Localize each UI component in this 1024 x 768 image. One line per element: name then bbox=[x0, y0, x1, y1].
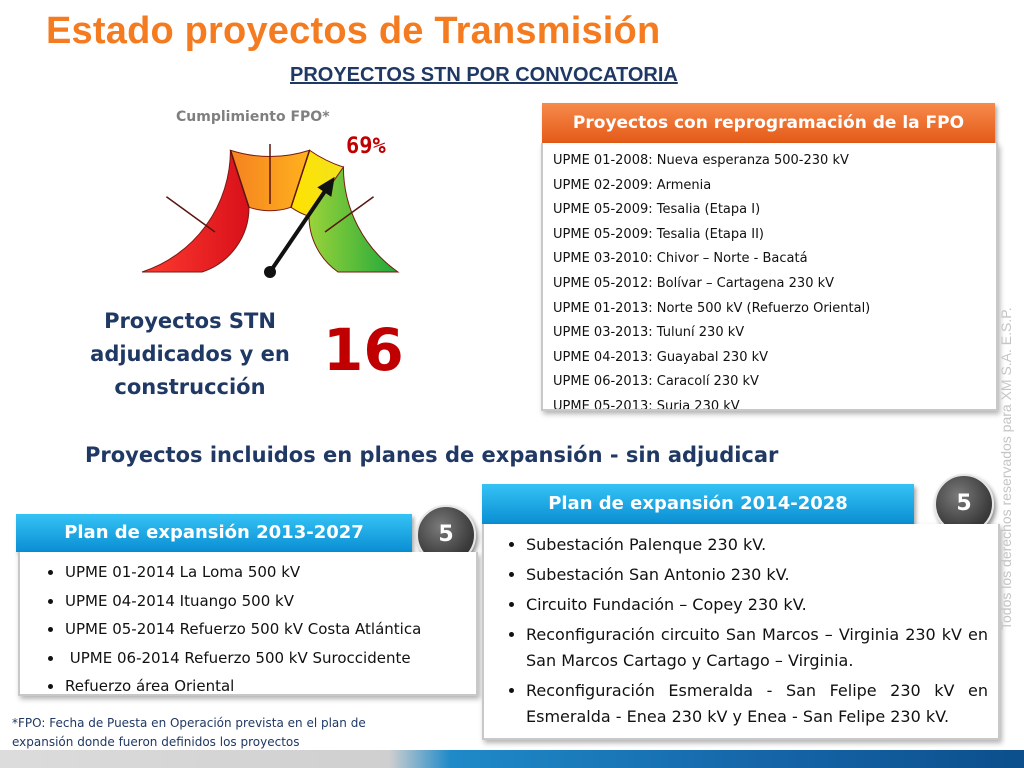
list-item: UPME 01-2008: Nueva esperanza 500-230 kV bbox=[553, 153, 849, 168]
gauge-tick bbox=[324, 196, 374, 233]
reprogramming-header: Proyectos con reprogramación de la FPO bbox=[542, 103, 995, 143]
gauge-tick bbox=[229, 150, 250, 208]
list-item: UPME 01-2013: Norte 500 kV (Refuerzo Ori… bbox=[553, 300, 871, 316]
list-item: UPME 05-2009: Tesalia (Etapa I) bbox=[553, 202, 761, 218]
list-item: Refuerzo área Oriental bbox=[64, 672, 476, 701]
copyright-notice: Todos los derechos reservados para XM S.… bbox=[998, 307, 1014, 630]
footer-bar bbox=[0, 750, 1024, 768]
gauge-label: Cumplimiento FPO* bbox=[176, 109, 330, 125]
gauge-needle bbox=[268, 186, 329, 274]
list-item: UPME 05-2013: Suria 230 kV bbox=[553, 398, 740, 411]
list-item: Circuito Fundación – Copey 230 kV. bbox=[526, 592, 988, 618]
plan-2014-list: Subestación Palenque 230 kV. Subestación… bbox=[482, 524, 1000, 740]
gauge-pivot bbox=[264, 266, 276, 278]
gauge-value: 69% bbox=[346, 134, 386, 159]
stn-projects-count: 16 bbox=[323, 316, 404, 384]
gauge-needle-tip bbox=[317, 176, 335, 197]
stn-projects-label: Proyectos STN adjudicados y en construcc… bbox=[90, 309, 290, 399]
gauge-ticks bbox=[166, 144, 374, 233]
gauge-band bbox=[141, 150, 250, 273]
list-item: Reconfiguración circuito San Marcos – Vi… bbox=[526, 622, 988, 674]
list-item: Subestación San Antonio 230 kV. bbox=[526, 562, 988, 588]
plan-2013-header: Plan de expansión 2013-2027 bbox=[16, 514, 412, 552]
list-item: UPME 03-2010: Chivor – Norte - Bacatá bbox=[553, 251, 808, 267]
list-item: UPME 04-2014 Ituango 500 kV bbox=[64, 587, 476, 616]
list-item: UPME 04-2013: Guayabal 230 kV bbox=[553, 349, 769, 365]
list-item: UPME 05-2012: Bolívar – Cartagena 230 kV bbox=[553, 275, 835, 291]
gauge-tick bbox=[290, 150, 311, 208]
plan-2014-header: Plan de expansión 2014-2028 bbox=[482, 484, 914, 524]
plan-2013-list: UPME 01-2014 La Loma 500 kV UPME 04-2014… bbox=[18, 552, 478, 696]
gauge-tick bbox=[166, 196, 216, 233]
page-title: Estado proyectos de Transmisión bbox=[46, 10, 661, 52]
compliance-gauge bbox=[141, 144, 400, 278]
list-item: Subestación Palenque 230 kV. bbox=[526, 532, 988, 558]
list-item: Reconfiguración Esmeralda - San Felipe 2… bbox=[526, 678, 988, 730]
list-item: UPME 05-2014 Refuerzo 500 kV Costa Atlán… bbox=[64, 615, 476, 644]
list-item: UPME 03-2013: Tuluní 230 kV bbox=[553, 325, 745, 341]
list-item: UPME 06-2014 Refuerzo 500 kV Suroccident… bbox=[64, 644, 476, 673]
list-item: UPME 01-2014 La Loma 500 kV bbox=[64, 558, 476, 587]
list-item: UPME 06-2013: Caracolí 230 kV bbox=[553, 374, 759, 390]
list-item: UPME 05-2009: Tesalia (Etapa II) bbox=[553, 226, 764, 242]
fpo-footnote: *FPO: Fecha de Puesta en Operación previ… bbox=[12, 716, 366, 749]
reprogramming-list: UPME 01-2008: Nueva esperanza 500-230 kV… bbox=[541, 143, 998, 411]
unawarded-projects-title: Proyectos incluidos en planes de expansi… bbox=[85, 443, 779, 467]
section-subtitle: PROYECTOS STN POR CONVOCATORIA bbox=[290, 64, 678, 86]
list-item: UPME 02-2009: Armenia bbox=[553, 177, 712, 193]
